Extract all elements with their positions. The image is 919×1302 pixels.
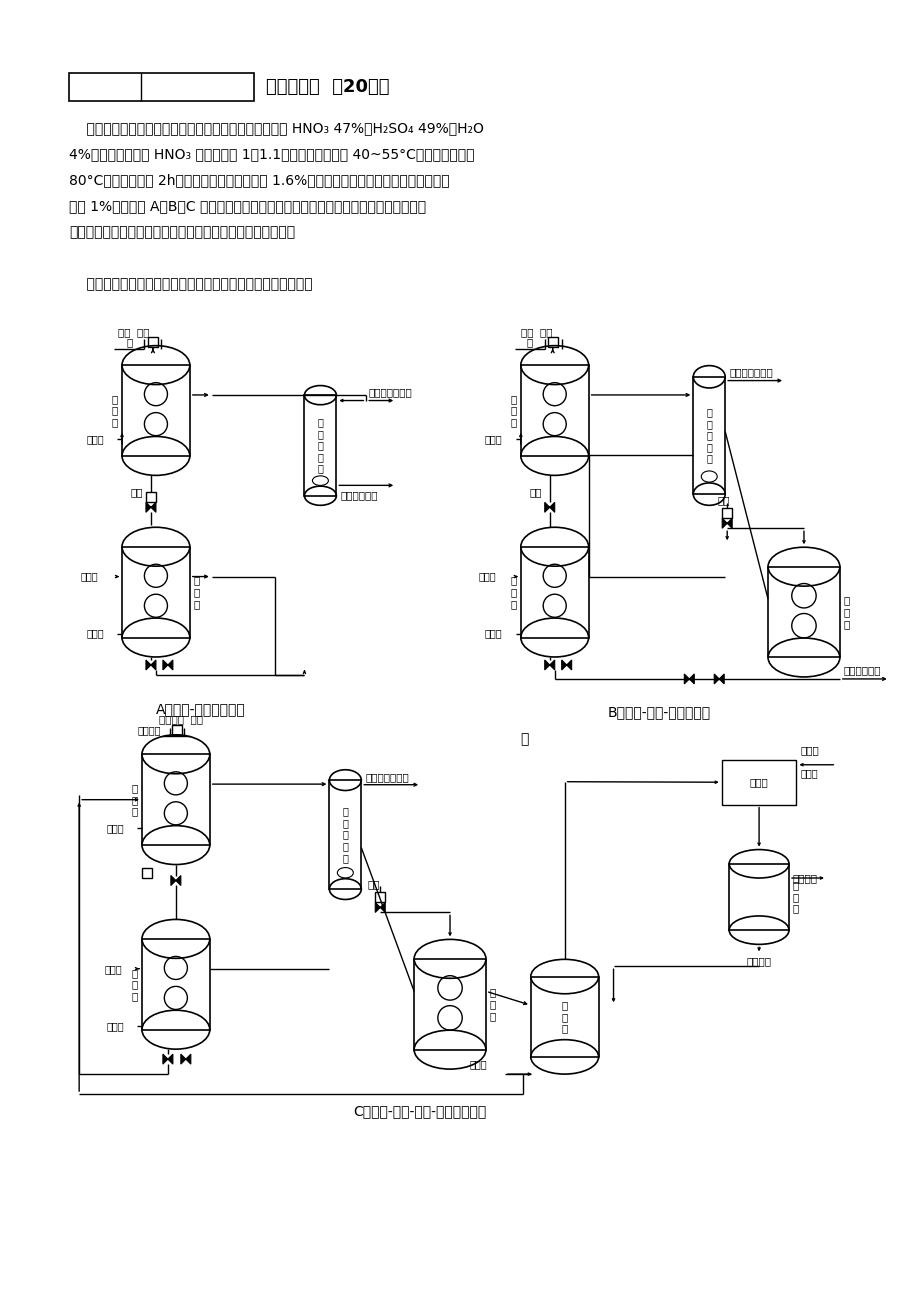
- Bar: [767, 566, 839, 658]
- Text: 连
续
分
离
器: 连 续 分 离 器: [342, 806, 348, 863]
- Text: 冷却水: 冷却水: [800, 768, 817, 779]
- Text: A、硝化-分离工艺方案: A、硝化-分离工艺方案: [155, 702, 245, 716]
- Text: 冷却水: 冷却水: [484, 434, 502, 444]
- Text: 冷却水: 冷却水: [86, 434, 104, 444]
- Polygon shape: [544, 660, 554, 671]
- Polygon shape: [163, 1055, 173, 1064]
- Bar: [329, 780, 361, 889]
- Text: 配
酸
釜: 配 酸 釜: [510, 395, 516, 427]
- Polygon shape: [146, 503, 155, 512]
- Bar: [693, 376, 724, 495]
- Bar: [530, 976, 598, 1057]
- Polygon shape: [544, 503, 554, 512]
- Bar: [146, 492, 155, 503]
- Text: 硝
化
釜: 硝 化 釜: [194, 575, 199, 609]
- Bar: [547, 337, 557, 346]
- Text: 用混酸硝化氯苯制备混合硝基氯苯。已知混酸的组成为 HNO₃ 47%、H₂SO₄ 49%、H₂O: 用混酸硝化氯苯制备混合硝基氯苯。已知混酸的组成为 HNO₃ 47%、H₂SO₄ …: [69, 121, 483, 135]
- Polygon shape: [713, 674, 723, 684]
- Text: 配
酸
釜: 配 酸 釜: [112, 395, 118, 427]
- Text: 硫酸  硝酸: 硫酸 硝酸: [119, 328, 150, 337]
- Bar: [720, 760, 796, 805]
- Bar: [375, 892, 385, 902]
- Text: 硝
化
釜: 硝 化 釜: [131, 967, 138, 1001]
- Text: 萃取废酸出售: 萃取废酸出售: [843, 665, 880, 674]
- Text: 配
酸
釜: 配 酸 釜: [131, 783, 138, 816]
- Bar: [520, 547, 588, 638]
- Text: 水蒸汽: 水蒸汽: [479, 572, 496, 582]
- Bar: [304, 395, 336, 496]
- Text: 冷凝器: 冷凝器: [749, 777, 767, 788]
- Polygon shape: [146, 660, 155, 671]
- Text: 苯的单耗作为评判标准，通过方案比较确定三种流程的优劣。: 苯的单耗作为评判标准，通过方案比较确定三种流程的优劣。: [69, 225, 295, 238]
- Text: 水蒸汽: 水蒸汽: [104, 963, 121, 974]
- Text: 萃
取
罐: 萃 取 罐: [843, 595, 849, 629]
- Text: 浓
缩
釜: 浓 缩 釜: [561, 1000, 567, 1034]
- Text: 粗硝基物去精制: 粗硝基物去精制: [365, 772, 409, 781]
- Text: 分离废酸出售: 分离废酸出售: [340, 491, 378, 500]
- Text: 案: 案: [519, 732, 528, 746]
- Text: 冷却水: 冷却水: [484, 629, 502, 639]
- Text: 硝
化
釜: 硝 化 釜: [510, 575, 516, 609]
- Text: B、硝化-分离-萋取工艺方: B、硝化-分离-萋取工艺方: [607, 704, 710, 719]
- Text: 水蒸汽: 水蒸汽: [470, 1059, 487, 1069]
- Text: 回收硫酸: 回收硫酸: [138, 725, 162, 734]
- Text: 硫酸  硝酸: 硫酸 硝酸: [520, 328, 552, 337]
- Bar: [520, 365, 588, 456]
- Bar: [414, 958, 485, 1049]
- Text: 冷却水: 冷却水: [86, 629, 104, 639]
- Bar: [172, 725, 182, 734]
- Text: 4%；氯苯与混酸中 HNO₃ 的摸尔比为 1：1.1；反应开始温度为 40~55°C，并逐渐升温至: 4%；氯苯与混酸中 HNO₃ 的摸尔比为 1：1.1；反应开始温度为 40~55…: [69, 147, 474, 161]
- Bar: [69, 73, 254, 102]
- Polygon shape: [163, 660, 173, 671]
- Bar: [729, 863, 789, 930]
- Text: 三、分析题  （20分）: 三、分析题 （20分）: [266, 78, 389, 96]
- Text: 去水处理: 去水处理: [792, 874, 817, 883]
- Text: 补充硫酸  硝酸: 补充硫酸 硝酸: [159, 713, 202, 724]
- Polygon shape: [181, 1055, 190, 1064]
- Text: 水: 水: [126, 337, 132, 348]
- Text: 接真空: 接真空: [800, 745, 818, 755]
- Text: 氯苯: 氯苯: [529, 487, 541, 497]
- Bar: [142, 754, 210, 845]
- Text: 水蒸汽: 水蒸汽: [80, 572, 97, 582]
- Text: 粗硝基物去精制: 粗硝基物去精制: [368, 388, 412, 397]
- Text: 回收氯苯: 回收氯苯: [746, 957, 771, 966]
- Polygon shape: [721, 518, 732, 529]
- Polygon shape: [171, 875, 181, 885]
- Text: 冷却水: 冷却水: [106, 1021, 123, 1031]
- Text: 氯苯: 氯苯: [367, 880, 380, 889]
- Text: 连
续
分
离
器: 连 续 分 离 器: [706, 408, 711, 464]
- Text: 粗硝基物去精制: 粗硝基物去精制: [729, 367, 772, 378]
- Text: 量的 1%。现设计 A、B、C 三种工艺流程，试以混合硝基氯苯的收率以及硫酸、硝酸及氯: 量的 1%。现设计 A、B、C 三种工艺流程，试以混合硝基氯苯的收率以及硫酸、硝…: [69, 199, 425, 214]
- Bar: [148, 337, 158, 346]
- Polygon shape: [562, 660, 571, 671]
- Bar: [142, 939, 210, 1030]
- Polygon shape: [375, 902, 385, 913]
- Text: 连
续
分
离
器: 连 续 分 离 器: [317, 417, 323, 474]
- Polygon shape: [684, 674, 694, 684]
- Text: 注意：仅指出哪一种流程最好或最差而不说明理由者不得分。: 注意：仅指出哪一种流程最好或最差而不说明理由者不得分。: [69, 277, 312, 290]
- Bar: [721, 508, 732, 518]
- Bar: [122, 365, 189, 456]
- Text: 水: 水: [527, 337, 532, 348]
- Text: 氯苯: 氯苯: [717, 495, 729, 505]
- Text: 冷却水: 冷却水: [106, 823, 123, 833]
- Bar: [142, 867, 152, 878]
- Text: 接
收
罐: 接 收 罐: [792, 880, 799, 914]
- Text: 氯苯: 氯苯: [130, 487, 143, 497]
- Text: 80°C；硝化时间为 2h；硝化废酸中含硝酸小于 1.6%，含混合硝基氯苯为获得混合硝基氯苯: 80°C；硝化时间为 2h；硝化废酸中含硝酸小于 1.6%，含混合硝基氯苯为获得…: [69, 173, 449, 187]
- Text: 萃
取
罐: 萃 取 罐: [490, 988, 495, 1021]
- Bar: [122, 547, 189, 638]
- Text: C、硝化-分离-萋取-浓缩工艺方案: C、硝化-分离-萋取-浓缩工艺方案: [353, 1104, 486, 1118]
